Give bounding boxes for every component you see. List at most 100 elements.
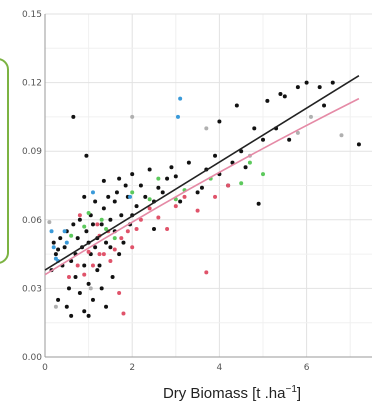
- data-point-gray: [88, 286, 93, 291]
- data-point-black: [213, 153, 218, 158]
- data-point-black: [160, 190, 165, 195]
- data-point-gray: [339, 133, 344, 138]
- data-point-red: [195, 208, 200, 213]
- data-point-black: [178, 199, 183, 204]
- data-point-blue: [175, 114, 180, 119]
- data-point-red: [121, 311, 126, 316]
- data-point-black: [265, 98, 270, 103]
- data-point-black: [230, 160, 235, 165]
- data-point-green: [82, 224, 87, 229]
- data-point-red: [130, 245, 135, 250]
- data-point-red: [204, 270, 209, 275]
- data-point-black: [252, 126, 257, 131]
- highlight-callout: [0, 58, 9, 264]
- data-point-red: [147, 206, 152, 211]
- y-tick-label: 0.12: [22, 79, 42, 89]
- data-point-red: [97, 252, 102, 257]
- data-point-black: [256, 201, 261, 206]
- data-point-black: [56, 247, 61, 252]
- data-point-black: [195, 190, 200, 195]
- data-point-black: [239, 149, 244, 154]
- data-point-red: [226, 183, 231, 188]
- data-point-black: [108, 245, 113, 250]
- data-point-black: [134, 204, 139, 209]
- data-point-black: [112, 199, 117, 204]
- data-point-gray: [204, 126, 209, 131]
- x-axis-title-close: ]: [297, 385, 301, 402]
- data-point-black: [90, 297, 95, 302]
- data-point-green: [104, 226, 109, 231]
- data-point-black: [82, 194, 87, 199]
- x-tick-label: 4: [217, 363, 223, 373]
- data-point-black: [243, 165, 248, 170]
- x-tick-label: 0: [42, 363, 48, 373]
- data-point-black: [278, 92, 283, 97]
- data-point-red: [77, 213, 82, 218]
- data-point-black: [84, 153, 89, 158]
- data-point-red: [117, 290, 122, 295]
- data-point-black: [95, 268, 100, 273]
- data-point-red: [119, 236, 124, 241]
- data-point-black: [64, 304, 69, 309]
- data-point-red: [108, 258, 113, 263]
- data-point-black: [123, 183, 128, 188]
- data-point-black: [147, 167, 152, 172]
- data-point-black: [93, 245, 98, 250]
- data-point-black: [97, 263, 102, 268]
- data-point-black: [82, 263, 87, 268]
- data-point-black: [58, 236, 63, 241]
- data-point-blue: [90, 190, 95, 195]
- data-point-blue: [62, 229, 67, 234]
- data-point-red: [90, 263, 95, 268]
- data-point-black: [104, 240, 109, 245]
- data-point-red: [138, 217, 143, 222]
- data-point-red: [82, 272, 87, 277]
- data-point-black: [295, 85, 300, 90]
- y-tick-label: 0.15: [22, 10, 42, 20]
- data-point-red: [213, 194, 218, 199]
- data-point-green: [69, 233, 74, 238]
- data-point-black: [86, 313, 91, 318]
- data-point-blue: [128, 194, 133, 199]
- data-point-black: [101, 178, 106, 183]
- data-point-green: [86, 210, 91, 215]
- data-point-black: [304, 80, 309, 85]
- data-point-blue: [178, 96, 183, 101]
- data-point-black: [62, 245, 67, 250]
- data-point-red: [173, 204, 178, 209]
- data-point-green: [239, 181, 244, 186]
- data-point-black: [77, 290, 82, 295]
- data-point-black: [165, 176, 170, 181]
- fit-lines: [44, 75, 360, 276]
- data-point-green: [99, 217, 104, 222]
- y-tick-label: 0.00: [22, 353, 42, 363]
- x-axis-title-main: Dry Biomass [t .ha: [163, 385, 286, 402]
- data-point-black: [71, 222, 76, 227]
- data-point-black: [104, 304, 109, 309]
- data-point-black: [330, 80, 335, 85]
- data-point-black: [173, 174, 178, 179]
- data-point-black: [119, 213, 124, 218]
- data-point-black: [143, 194, 148, 199]
- data-point-gray: [295, 130, 300, 135]
- data-point-black: [114, 190, 119, 195]
- data-point-green: [147, 197, 152, 202]
- data-point-black: [51, 240, 56, 245]
- data-point-gray: [47, 220, 52, 225]
- data-point-green: [156, 176, 161, 181]
- data-point-black: [117, 252, 122, 257]
- data-point-black: [356, 142, 361, 147]
- y-tick-label: 0.09: [22, 147, 42, 157]
- data-point-black: [317, 85, 322, 90]
- data-point-red: [66, 274, 71, 279]
- data-point-red: [165, 226, 170, 231]
- data-point-black: [169, 165, 174, 170]
- data-point-black: [130, 172, 135, 177]
- data-point-green: [247, 160, 252, 165]
- data-point-red: [182, 194, 187, 199]
- x-axis-title: Dry Biomass [t .ha−1]: [163, 384, 301, 402]
- data-point-black: [71, 114, 76, 119]
- data-point-black: [93, 199, 98, 204]
- data-point-black: [77, 217, 82, 222]
